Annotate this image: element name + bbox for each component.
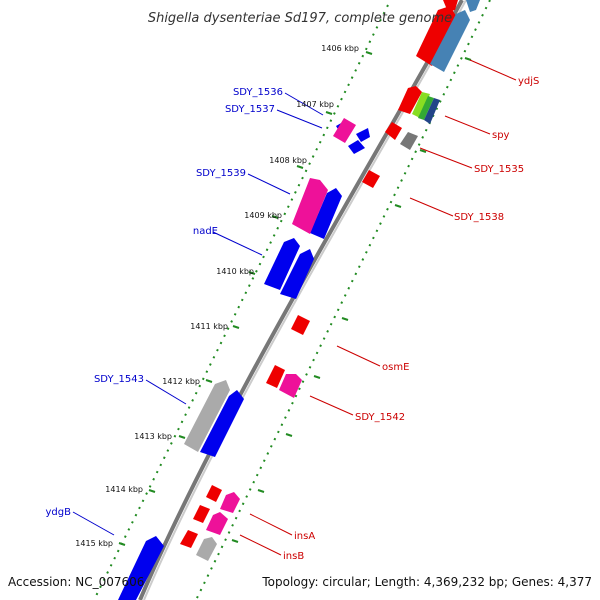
gene-feature	[292, 178, 328, 234]
gene-feature	[280, 249, 314, 299]
leader-lines-right	[239, 59, 517, 556]
gene-feature	[264, 238, 300, 290]
kbp-label: 1408 kbp	[269, 156, 307, 165]
gene-label-sdy-1536: SDY_1536	[233, 87, 283, 98]
leader-lines-left	[72, 92, 324, 536]
gene-label-osme: osmE	[382, 362, 409, 373]
gene-feature	[466, 0, 480, 12]
genes-blue	[118, 122, 370, 600]
gene-feature	[200, 390, 244, 457]
kbp-label: 1406 kbp	[321, 44, 359, 53]
gene-feature	[398, 86, 422, 114]
gene-feature	[400, 132, 418, 150]
gene-feature	[362, 170, 380, 188]
gene-label-sdy-1539: SDY_1539	[196, 168, 246, 179]
kbp-label: 1413 kbp	[134, 432, 172, 441]
genes-steel	[430, 0, 480, 72]
kbp-label: 1411 kbp	[190, 322, 228, 331]
gene-label-ydgb: ydgB	[46, 507, 72, 518]
gene-feature	[412, 92, 430, 118]
gene-feature	[184, 380, 230, 452]
tick-marks-right	[231, 57, 472, 543]
gene-feature	[193, 505, 210, 523]
gene-label-spy: spy	[492, 130, 510, 141]
gene-label-sdy-1542: SDY_1542	[355, 412, 405, 423]
tick-marks-left	[118, 51, 373, 546]
genes-magenta	[206, 118, 356, 535]
gene-feature	[310, 188, 342, 239]
gene-labels-left: SDY_1536 SDY_1537 SDY_1539 nadE SDY_1543…	[46, 87, 283, 518]
gene-feature	[424, 98, 440, 124]
gene-feature	[333, 118, 356, 143]
gene-feature	[430, 10, 470, 72]
accession-text: Accession: NC_007606	[8, 575, 144, 589]
gene-feature	[180, 530, 198, 548]
gene-feature	[418, 96, 434, 120]
gene-label-sdy-1538: SDY_1538	[454, 212, 504, 223]
gene-label-sdy-1535: SDY_1535	[474, 164, 524, 175]
gene-feature	[356, 128, 370, 142]
kbp-label: 1409 kbp	[244, 211, 282, 220]
kbp-label: 1407 kbp	[296, 100, 334, 109]
gene-feature	[266, 365, 285, 388]
scale-track-left	[93, 4, 389, 600]
gene-feature	[220, 492, 240, 513]
kbp-label: 1412 kbp	[162, 377, 200, 386]
gene-labels-right: ydjS spy SDY_1535 SDY_1538 osmE SDY_1542…	[283, 76, 539, 562]
gene-label-ydjs: ydjS	[518, 76, 539, 87]
genome-summary-text: Topology: circular; Length: 4,369,232 bp…	[261, 575, 592, 589]
gene-feature	[196, 537, 217, 561]
gene-label-nade: nadE	[193, 226, 218, 237]
gene-label-sdy-1543: SDY_1543	[94, 374, 144, 385]
gene-feature	[279, 374, 302, 398]
gene-feature	[416, 6, 456, 66]
kbp-label: 1415 kbp	[75, 539, 113, 548]
map-title: Shigella dysenteriae Sd197, complete gen…	[148, 11, 452, 26]
kbp-label: 1414 kbp	[105, 485, 143, 494]
kbp-tick-labels: 1406 kbp 1407 kbp 1408 kbp 1409 kbp 1410…	[75, 44, 359, 548]
gene-feature	[206, 512, 228, 535]
gene-feature	[291, 315, 310, 335]
genes-red	[180, 0, 458, 548]
genes-multicolor	[412, 92, 440, 124]
gene-label-sdy-1537: SDY_1537	[225, 104, 275, 115]
gene-feature	[385, 122, 402, 140]
gene-feature	[443, 0, 458, 12]
genes-gray	[184, 132, 418, 561]
kbp-label: 1410 kbp	[216, 267, 254, 276]
gene-feature	[348, 140, 365, 154]
gene-feature	[206, 485, 222, 502]
gene-label-insb: insB	[283, 551, 304, 562]
gene-label-insa: insA	[294, 531, 315, 542]
gene-feature	[118, 536, 164, 600]
